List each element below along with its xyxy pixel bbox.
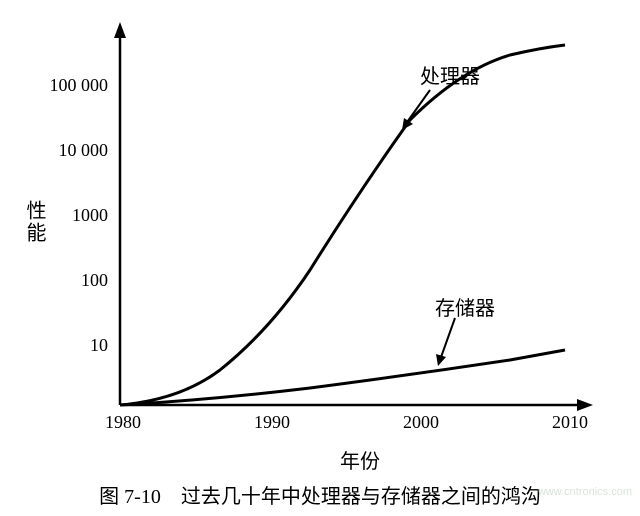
- watermark: www.cntronics.com: [538, 486, 632, 498]
- y-tick-1000: 1000: [38, 205, 108, 226]
- chart-area: [60, 20, 600, 440]
- x-axis-arrow: [577, 399, 593, 411]
- memory-arrow-line: [440, 318, 455, 360]
- x-tick-2010: 2010: [545, 412, 595, 433]
- y-tick-10: 10: [38, 335, 108, 356]
- x-tick-1990: 1990: [247, 412, 297, 433]
- x-axis-label: 年份: [340, 445, 380, 474]
- memory-label: 存储器: [435, 292, 495, 321]
- x-tick-1980: 1980: [98, 412, 148, 433]
- processor-line: [120, 45, 565, 405]
- y-tick-10000: 10 000: [38, 140, 108, 161]
- processor-label: 处理器: [420, 60, 480, 89]
- y-tick-100000: 100 000: [38, 75, 108, 96]
- y-axis-arrow: [114, 22, 126, 38]
- processor-arrow-line: [405, 90, 430, 125]
- y-tick-100: 100: [38, 270, 108, 291]
- memory-arrow-head: [436, 354, 446, 366]
- x-tick-2000: 2000: [396, 412, 446, 433]
- chart-svg: [60, 20, 600, 440]
- memory-line: [120, 350, 565, 405]
